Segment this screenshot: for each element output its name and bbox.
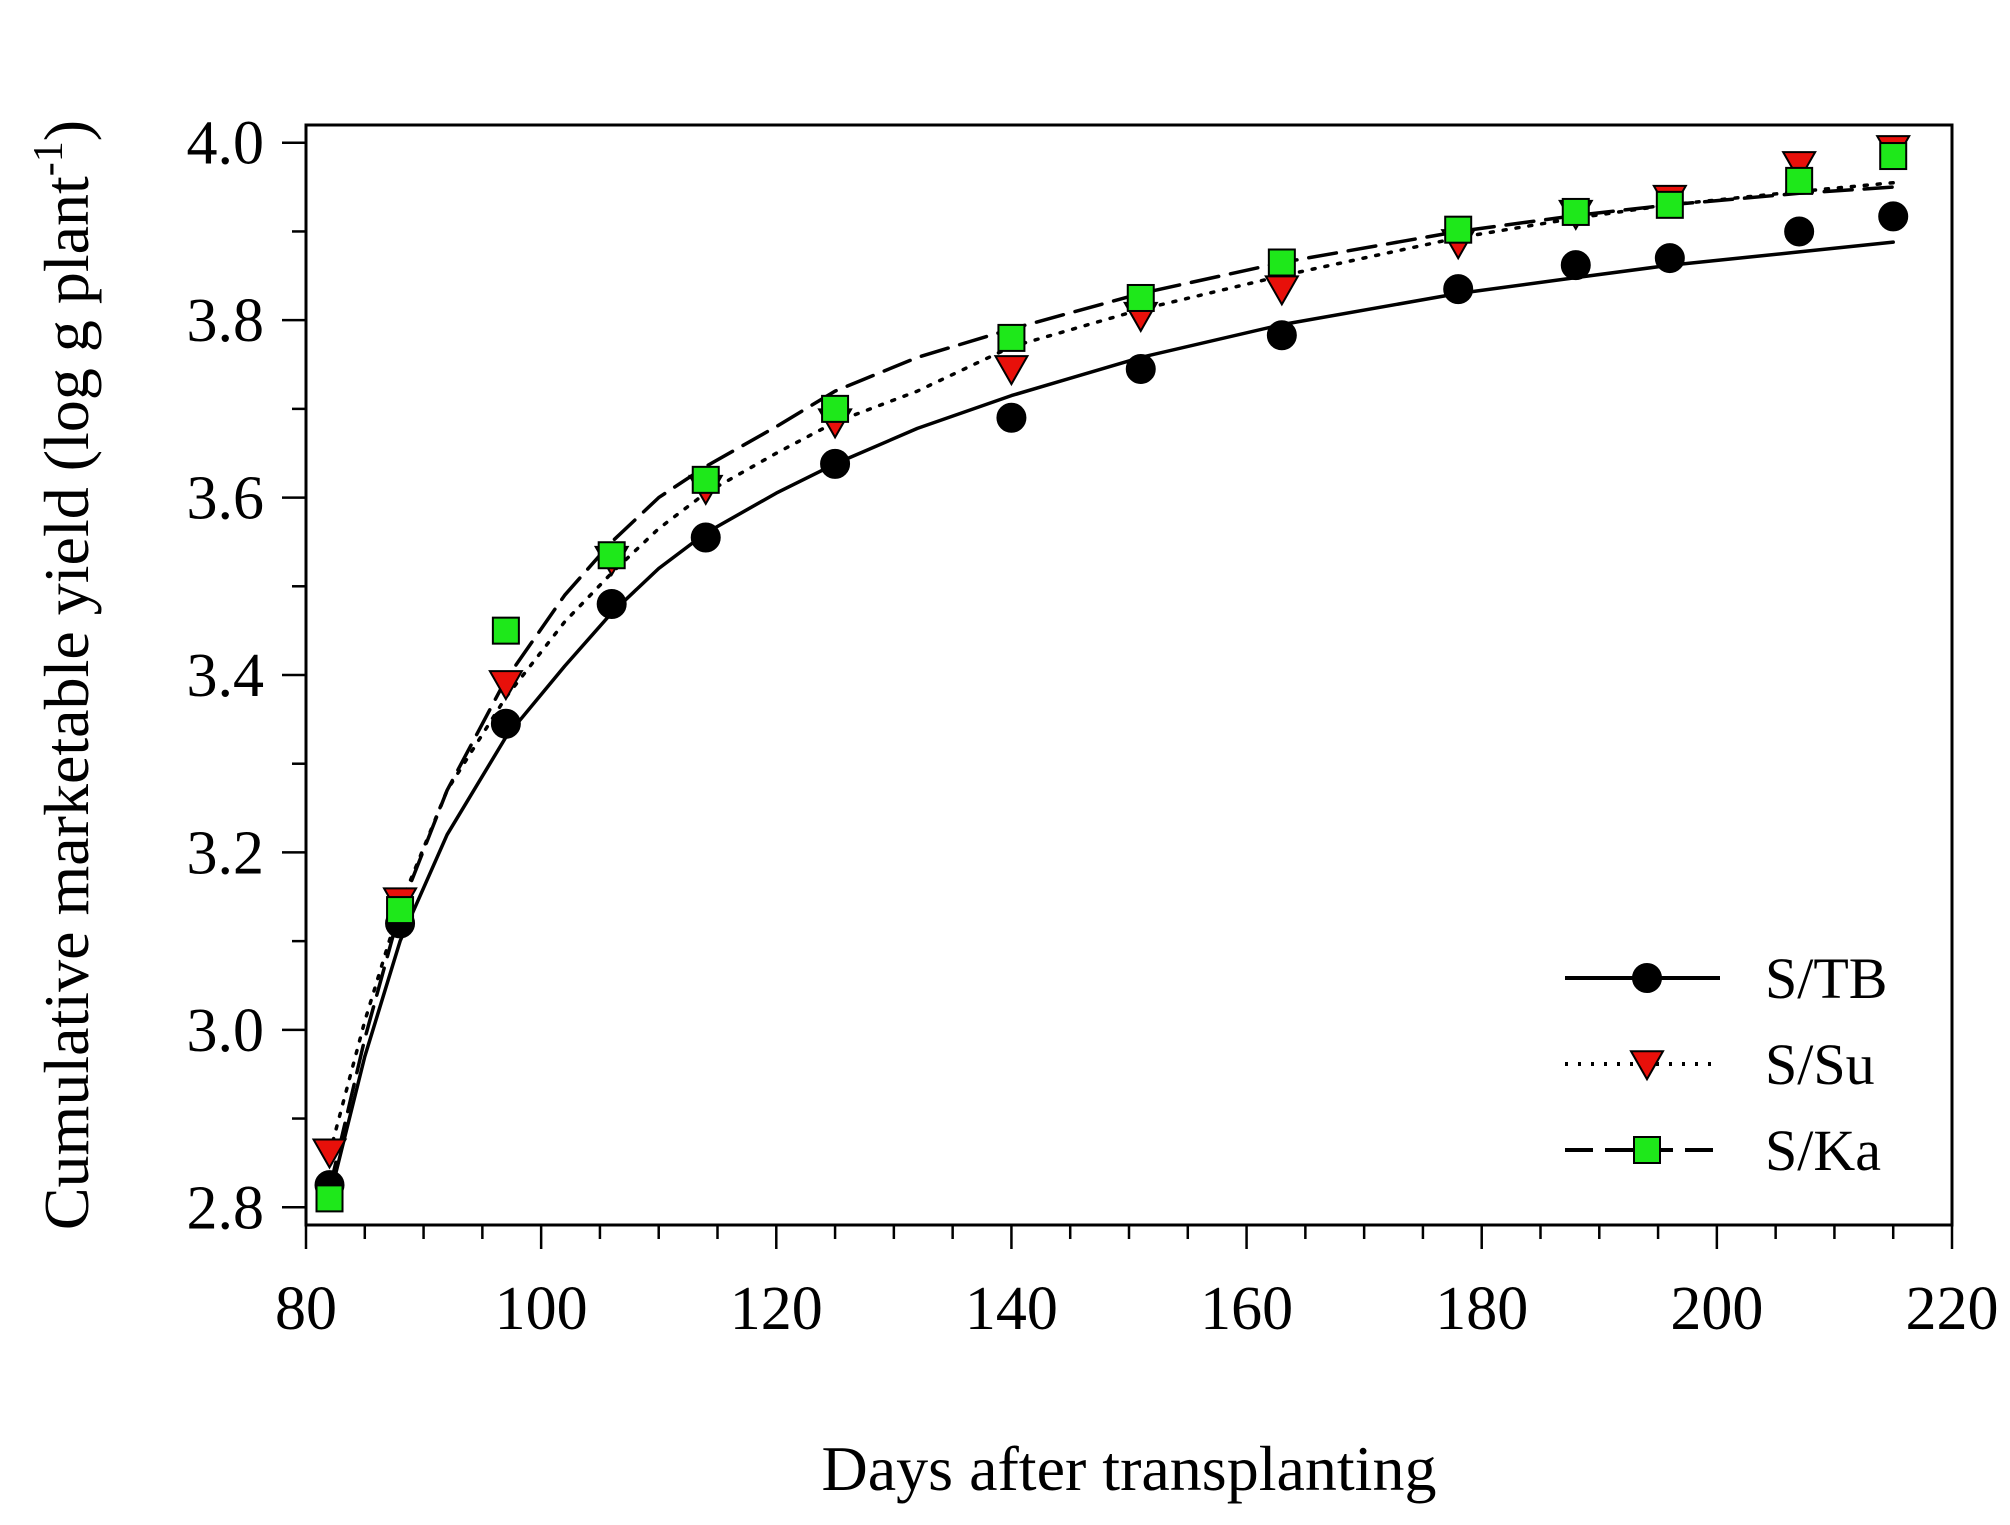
fit-curve-s-tb: [327, 240, 1895, 1201]
legend-symbol-s-tb: [1632, 963, 1662, 993]
y-tick-label: 4.0: [187, 110, 265, 178]
data-point-s-tb: [996, 402, 1027, 433]
data-point-s-tb: [690, 522, 721, 553]
legend-marker-s-ka: [1633, 1136, 1661, 1164]
data-point-s-ka: [1879, 142, 1908, 171]
x-axis-tick-labels: 80 100 120 140 160 180 200 220: [275, 1275, 1999, 1343]
data-point-s-ka: [597, 541, 626, 570]
y-tick-label: 2.8: [187, 1174, 265, 1242]
y-tick-label: 3.6: [187, 465, 265, 533]
series-s-ka: [315, 142, 1908, 1213]
data-markers: [311, 135, 1911, 1213]
data-point-s-tb: [1878, 201, 1909, 232]
data-point-s-tb: [596, 589, 627, 620]
data-point-s-tb: [1125, 353, 1156, 384]
y-tick-label: 3.0: [187, 997, 265, 1065]
data-point-s-tb: [490, 708, 521, 739]
data-point-s-ka: [1267, 248, 1296, 277]
legend-label-s-ka: S/Ka: [1765, 1118, 1881, 1183]
data-point-s-tb: [1784, 216, 1815, 247]
y-tick-label: 3.4: [187, 642, 265, 710]
y-axis-title-main: Cumulative marketable yield (log g plant: [31, 176, 102, 1230]
y-tick-label: 3.8: [187, 287, 265, 355]
data-point-s-tb: [820, 448, 851, 479]
data-point-s-ka: [1655, 190, 1684, 219]
y-axis-title: Cumulative marketable yield (log g plant…: [26, 120, 102, 1230]
data-point-s-tb: [1654, 243, 1685, 274]
x-tick-label: 220: [1906, 1275, 1999, 1343]
y-axis-title-close: ): [31, 120, 102, 141]
x-axis-title: Days after transplanting: [822, 1433, 1437, 1504]
data-point-s-ka: [491, 616, 520, 645]
legend-symbol-s-ka: [1633, 1136, 1661, 1164]
x-tick-label: 120: [730, 1275, 823, 1343]
data-point-s-tb: [1443, 274, 1474, 305]
data-point-s-su: [488, 670, 524, 702]
x-tick-label: 180: [1435, 1275, 1528, 1343]
data-point-s-tb: [1266, 320, 1297, 351]
x-tick-label: 200: [1670, 1275, 1763, 1343]
legend-entry-s-ka: S/Ka: [1565, 1118, 1881, 1183]
legend-marker-s-su: [1629, 1050, 1665, 1082]
x-axis-ticks: [304, 1225, 1954, 1249]
data-point-s-su: [1781, 151, 1817, 183]
data-point-s-ka: [997, 323, 1026, 352]
legend-marker-s-tb: [1632, 963, 1662, 993]
legend-entry-s-tb: S/TB: [1565, 946, 1888, 1011]
data-point-s-ka: [1126, 283, 1155, 312]
series-s-tb: [314, 201, 1909, 1201]
data-point-s-ka: [821, 394, 850, 423]
legend-label-s-su: S/Su: [1765, 1032, 1875, 1097]
y-axis-tick-labels: 2.8 3.0 3.2 3.4 3.6 3.8 4.0: [187, 110, 265, 1243]
y-axis-ticks: [282, 141, 306, 1209]
data-point-s-ka: [1785, 166, 1814, 195]
fit-curve-s-su: [327, 180, 1895, 1156]
y-tick-label: 3.2: [187, 819, 265, 887]
data-point-s-ka: [691, 465, 720, 494]
data-point-s-ka: [315, 1184, 344, 1213]
x-tick-label: 140: [965, 1275, 1058, 1343]
legend: S/TB S/Su S/Ka: [1565, 946, 1888, 1183]
data-point-s-ka: [1561, 197, 1590, 226]
fit-curves: [327, 180, 1895, 1201]
legend-entry-s-su: S/Su: [1565, 1032, 1875, 1097]
data-point-s-tb: [1560, 250, 1591, 281]
data-point-s-su: [993, 355, 1030, 387]
x-tick-label: 80: [275, 1275, 337, 1343]
data-point-s-ka: [1444, 215, 1473, 244]
data-point-s-ka: [386, 896, 415, 925]
fit-curve-s-ka: [327, 185, 1895, 1192]
legend-symbol-s-su: [1629, 1050, 1665, 1082]
x-tick-label: 160: [1200, 1275, 1293, 1343]
y-axis-title-superscript: -1: [26, 141, 72, 176]
data-point-s-su: [311, 1138, 348, 1170]
x-tick-label: 100: [495, 1275, 588, 1343]
legend-label-s-tb: S/TB: [1765, 946, 1888, 1011]
